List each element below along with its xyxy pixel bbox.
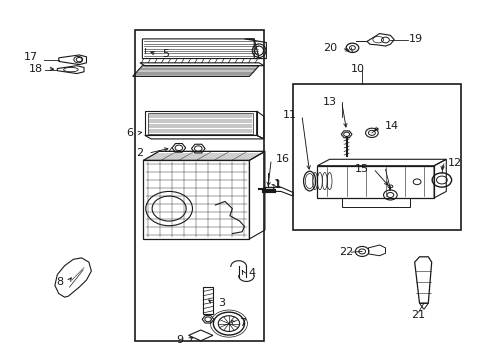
Text: 2: 2 — [136, 148, 143, 158]
Bar — [317, 166, 433, 198]
Text: 8: 8 — [57, 277, 63, 287]
Text: 10: 10 — [350, 64, 364, 74]
Text: 16: 16 — [276, 154, 289, 164]
Bar — [148, 113, 253, 134]
Text: 5: 5 — [162, 49, 168, 59]
Text: 14: 14 — [384, 121, 398, 131]
Bar — [135, 30, 264, 341]
Bar — [292, 84, 460, 230]
Text: 13: 13 — [322, 97, 336, 107]
Text: -1: -1 — [270, 179, 281, 189]
Text: 17: 17 — [24, 53, 38, 63]
Text: 3: 3 — [217, 298, 224, 308]
Text: 18: 18 — [28, 64, 42, 73]
Text: 20: 20 — [322, 43, 336, 53]
Bar — [144, 111, 256, 135]
Text: 7: 7 — [238, 318, 245, 328]
Text: 4: 4 — [248, 268, 255, 278]
Text: 19: 19 — [408, 34, 422, 44]
Text: 15: 15 — [354, 163, 368, 174]
Text: -1: -1 — [271, 180, 282, 190]
Text: 21: 21 — [410, 310, 424, 320]
Text: 22: 22 — [339, 247, 353, 257]
Bar — [203, 287, 212, 314]
Text: 6: 6 — [126, 128, 133, 138]
Bar — [143, 160, 249, 239]
Text: 9: 9 — [176, 335, 183, 345]
Text: 12: 12 — [447, 158, 461, 168]
Text: 11: 11 — [283, 110, 296, 120]
